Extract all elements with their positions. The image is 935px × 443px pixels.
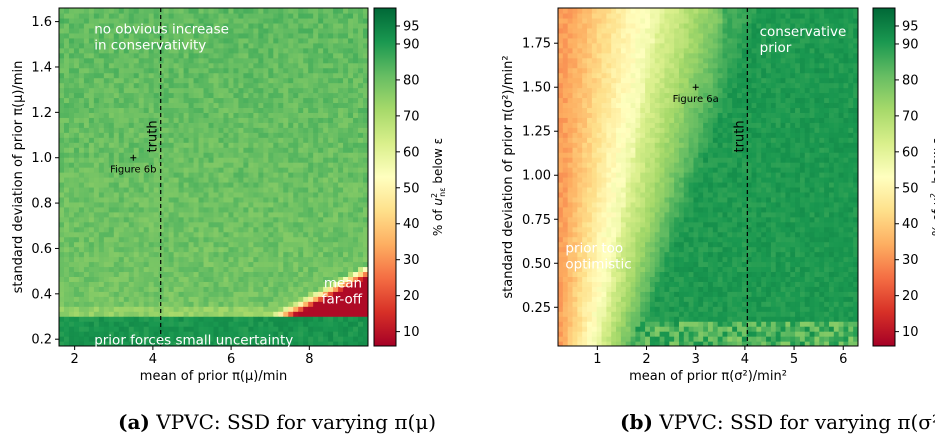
- colorbar-label-sup: 2: [929, 193, 935, 198]
- colorbar-tick-label: 70: [403, 109, 420, 124]
- colorbar-label-sup: 2: [430, 193, 439, 198]
- annotation-text: prior: [760, 40, 792, 56]
- truth-label: truth: [146, 120, 161, 152]
- colorbar-tick-label: 95: [403, 19, 420, 34]
- colorbar-tick-label: 50: [403, 181, 420, 196]
- x-tick-label: 4: [741, 352, 749, 367]
- x-tick-label: 1: [593, 352, 601, 367]
- colorbar-tick-label: 60: [902, 145, 919, 160]
- colorbar-tick-label: 95: [902, 19, 919, 34]
- colorbar-label-suffix: below ε: [930, 138, 935, 188]
- annotation-text: conservative: [760, 24, 847, 40]
- colorbar-tick-label: 90: [403, 37, 420, 52]
- y-tick-label: 1.00: [522, 169, 551, 184]
- y-tick-label: 1.50: [522, 81, 551, 96]
- colorbar-b: 10 20 30 40 50 60 70 80 90 95 % of u2nε below ε: [872, 7, 935, 347]
- colorbar-tick-label: 20: [403, 289, 420, 304]
- y-axis-label: standard deviation of prior π(μ)/min: [11, 61, 26, 294]
- marker-point: [692, 84, 699, 91]
- annotation-text: prior forces small uncertainty: [94, 332, 293, 348]
- y-tick-label: 1.75: [522, 37, 551, 52]
- y-tick-label: 0.75: [522, 213, 551, 228]
- colorbar-tick-label: 90: [902, 37, 919, 52]
- colorbar-tick-label: 20: [902, 289, 919, 304]
- caption-b-text: VPVC: SSD for varying π(σ²): [659, 410, 935, 434]
- annotation-text: no obvious increase: [94, 22, 229, 38]
- colorbar-label-prefix: % of: [930, 206, 935, 237]
- plot-frame: [58, 7, 369, 347]
- y-axis-label: standard deviation of prior π(σ²)/min²: [501, 55, 516, 298]
- x-tick-label: 4: [149, 352, 157, 367]
- y-tick-label: 0.2: [31, 333, 52, 348]
- colorbar-tick-label: 80: [403, 73, 420, 88]
- marker-point: [130, 154, 137, 161]
- colorbar-a: 10 20 30 40 50 60 70 80 90 95 % of u2nε below ε: [373, 7, 447, 347]
- colorbar-tick-label: 10: [902, 325, 919, 340]
- colorbar-label-u: u: [930, 198, 935, 206]
- annotation-text: mean: [324, 276, 362, 292]
- heatmap-cells: [59, 8, 368, 346]
- truth-label: truth: [732, 120, 747, 152]
- y-tick-label: 1.4: [31, 60, 52, 75]
- colorbar-tick-label: 60: [403, 145, 420, 160]
- x-tick-label: 3: [692, 352, 700, 367]
- y-tick-label: 1.25: [522, 125, 551, 140]
- colorbar-tick-label: 50: [902, 181, 919, 196]
- colorbar-label-prefix: % of: [431, 206, 445, 237]
- heatmap-cells: [558, 8, 858, 346]
- colorbar-tick-label: 70: [902, 109, 919, 124]
- caption-b-letter: (b): [620, 410, 653, 434]
- colorbar-label: % of u2nε below ε: [430, 138, 447, 236]
- colorbar-tick-label: 30: [403, 253, 420, 268]
- y-tick-label: 1.2: [31, 106, 52, 121]
- y-tick-label: 0.25: [522, 301, 551, 316]
- x-tick-label: 2: [642, 352, 650, 367]
- caption-a-text: VPVC: SSD for varying π(μ): [156, 410, 437, 434]
- annotation-text: prior too: [565, 240, 623, 256]
- colorbar-tick-label: 30: [902, 253, 919, 268]
- colorbar-label-u: u: [431, 198, 445, 206]
- colorbar-gradient: [872, 7, 896, 347]
- x-axis-label: mean of prior π(μ)/min: [140, 369, 287, 384]
- colorbar-label-sub: nε: [438, 187, 447, 196]
- colorbar-tick-label: 80: [902, 73, 919, 88]
- annotation-text: in conservativity: [94, 38, 206, 54]
- caption-b: (b) VPVC: SSD for varying π(σ²): [620, 410, 935, 434]
- colorbar-label-suffix: below ε: [431, 138, 445, 188]
- colorbar-label: % of u2nε below ε: [929, 138, 935, 236]
- plot-frame: [557, 7, 859, 347]
- marker-label: Figure 6a: [673, 94, 719, 105]
- x-tick-label: 6: [227, 352, 235, 367]
- x-tick-label: 8: [305, 352, 313, 367]
- colorbar-gradient: [373, 7, 397, 347]
- colorbar-tick-label: 40: [902, 217, 919, 232]
- annotation-text: optimistic: [565, 256, 631, 272]
- colorbar-tick-label: 10: [403, 325, 420, 340]
- x-tick-label: 2: [71, 352, 79, 367]
- x-tick-label: 6: [839, 352, 847, 367]
- x-axis-label: mean of prior π(σ²)/min²: [629, 369, 787, 384]
- caption-a-letter: (a): [118, 410, 150, 434]
- y-tick-label: 0.6: [31, 242, 52, 257]
- marker-label: Figure 6b: [110, 165, 156, 176]
- y-tick-label: 0.4: [31, 287, 52, 302]
- y-tick-label: 1.0: [31, 151, 52, 166]
- x-tick-label: 5: [790, 352, 798, 367]
- annotation-text: far-off: [322, 292, 363, 308]
- y-tick-label: 1.6: [31, 15, 52, 30]
- caption-a: (a) VPVC: SSD for varying π(μ): [118, 410, 436, 434]
- y-tick-label: 0.8: [31, 197, 52, 212]
- colorbar-tick-label: 40: [403, 217, 420, 232]
- y-tick-label: 0.50: [522, 257, 551, 272]
